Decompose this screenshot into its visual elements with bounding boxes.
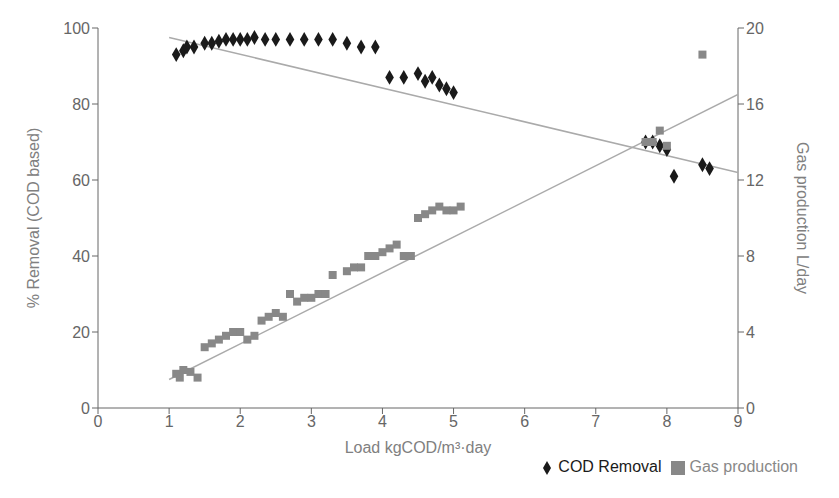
svg-text:20: 20 (72, 324, 90, 341)
svg-text:3: 3 (307, 413, 316, 430)
svg-text:0: 0 (746, 400, 755, 417)
svg-text:Load kgCOD/m³·day: Load kgCOD/m³·day (345, 439, 492, 456)
svg-text:0: 0 (94, 413, 103, 430)
svg-text:6: 6 (520, 413, 529, 430)
svg-text:60: 60 (72, 172, 90, 189)
svg-text:80: 80 (72, 96, 90, 113)
svg-text:20: 20 (746, 20, 764, 37)
svg-text:100: 100 (63, 20, 90, 37)
svg-text:% Removal (COD based): % Removal (COD based) (25, 128, 42, 309)
svg-text:7: 7 (591, 413, 600, 430)
svg-text:9: 9 (734, 413, 743, 430)
svg-text:12: 12 (746, 172, 764, 189)
svg-text:16: 16 (746, 96, 764, 113)
svg-text:0: 0 (81, 400, 90, 417)
svg-text:8: 8 (746, 248, 755, 265)
svg-text:Gas production L/day: Gas production L/day (794, 142, 811, 294)
svg-text:8: 8 (662, 413, 671, 430)
svg-text:2: 2 (236, 413, 245, 430)
svg-text:4: 4 (378, 413, 387, 430)
svg-text:40: 40 (72, 248, 90, 265)
html-text:COD Removal: COD Removal (558, 458, 662, 475)
svg-text:1: 1 (165, 413, 174, 430)
html-text:Gas production: Gas production (689, 458, 798, 475)
svg-text:5: 5 (449, 413, 458, 430)
svg-text:4: 4 (746, 324, 755, 341)
